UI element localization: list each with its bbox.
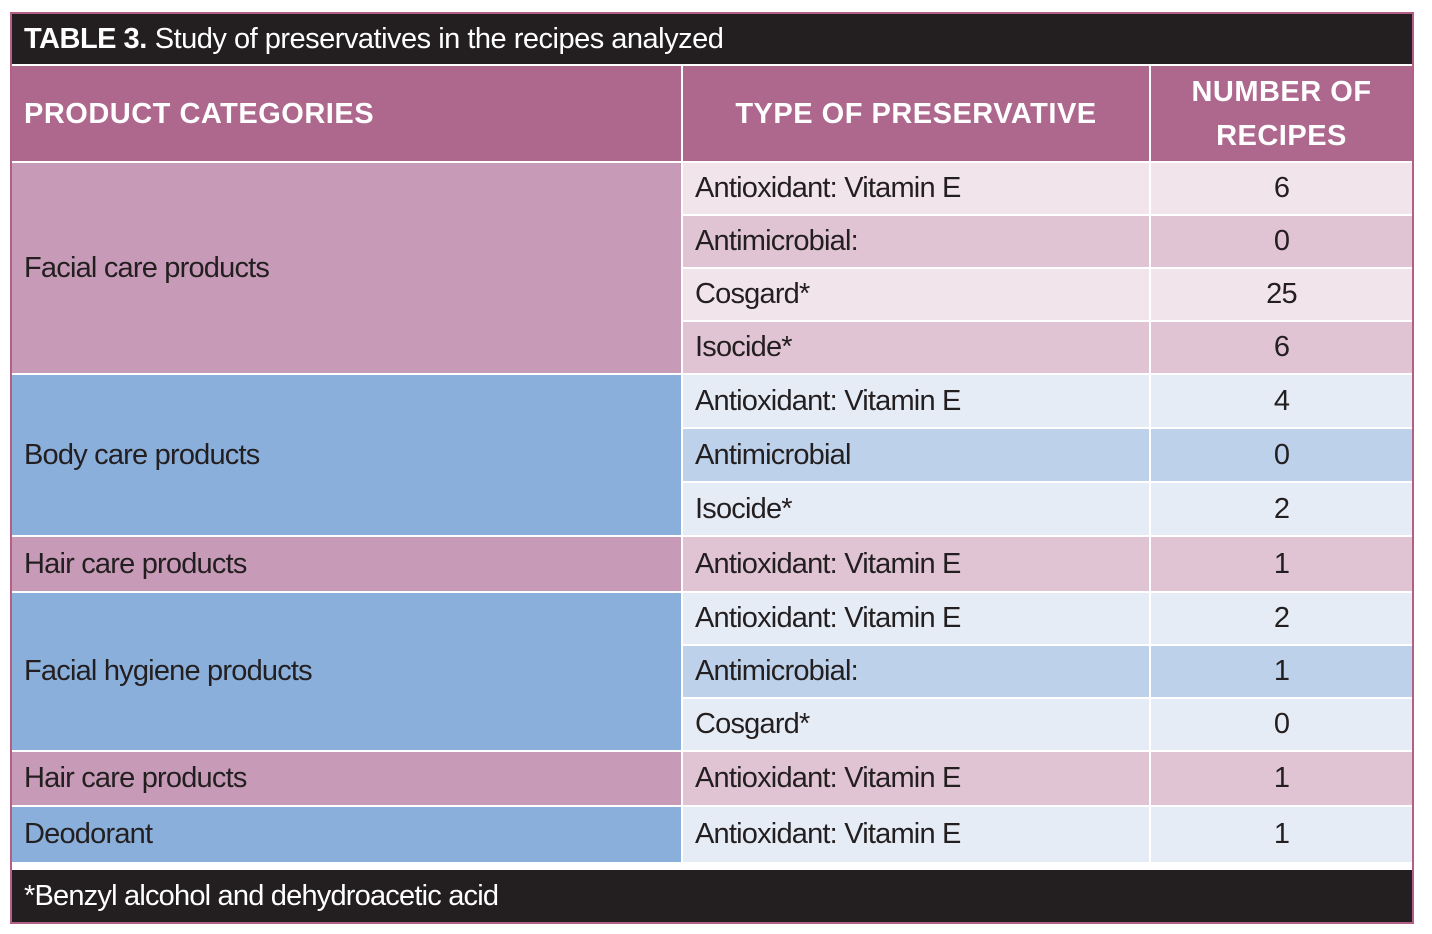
preservative-cell: Isocide* (682, 481, 1151, 536)
table-row: Hair care products Antioxidant: Vitamin … (12, 750, 1412, 806)
preservative-cell: Antioxidant: Vitamin E (682, 750, 1151, 806)
table-row: Facial care products Antioxidant: Vitami… (12, 161, 1412, 374)
recipe-count-cell: 0 (1150, 697, 1412, 751)
preservatives-table: PRODUCT CATEGORIES TYPE OF PRESERVATIVE … (12, 66, 1412, 862)
table-frame: TABLE 3. Study of preservatives in the re… (10, 12, 1414, 924)
preservative-cell: Antioxidant: Vitamin E (682, 805, 1151, 862)
recipe-count-cell: 1 (1150, 644, 1412, 698)
table-title: TABLE 3. Study of preservatives in the re… (12, 14, 1412, 64)
header-type-of-preservative: TYPE OF PRESERVATIVE (682, 66, 1151, 162)
table-row: Cosgard* 0 (12, 697, 1412, 751)
preservative-cell: Antioxidant: Vitamin E (682, 591, 1151, 645)
header-number-of-recipes-line2: RECIPES (1216, 119, 1347, 152)
recipe-count-cell: 2 (1150, 481, 1412, 536)
category-cell: Deodorant (12, 805, 683, 862)
table-row: Antimicrobial 0 (12, 427, 1412, 482)
recipe-count-cell: 0 (1150, 427, 1412, 482)
category-cell: Hair care products (12, 750, 683, 806)
table-row: Antimicrobial: 0 (12, 214, 1412, 268)
header-number-of-recipes: NUMBER OF RECIPES (1150, 66, 1412, 162)
recipe-count-cell: 1 (1150, 750, 1412, 806)
recipe-count-cell: 1 (1150, 805, 1412, 862)
preservative-cell: Antioxidant: Vitamin E (682, 161, 1151, 215)
category-cell: Facial care products (12, 161, 683, 374)
header-number-of-recipes-line1: NUMBER OF (1191, 75, 1372, 108)
category-cell: Hair care products (12, 535, 683, 592)
recipe-count-cell: 6 (1150, 161, 1412, 215)
recipe-count-cell: 1 (1150, 535, 1412, 592)
table-row: Antimicrobial: 1 (12, 644, 1412, 698)
preservative-cell: Isocide* (682, 320, 1151, 374)
preservative-cell: Cosgard* (682, 267, 1151, 321)
recipe-count-cell: 4 (1150, 373, 1412, 428)
category-cell: Facial hygiene products (12, 591, 683, 751)
table-row: Facial hygiene products Antioxidant: Vit… (12, 591, 1412, 751)
preservative-cell: Antimicrobial (682, 427, 1151, 482)
recipe-count-cell: 0 (1150, 214, 1412, 268)
recipe-count-cell: 6 (1150, 320, 1412, 374)
table-row: Cosgard* 25 (12, 267, 1412, 321)
preservative-cell: Antioxidant: Vitamin E (682, 373, 1151, 428)
header-row: PRODUCT CATEGORIES TYPE OF PRESERVATIVE … (12, 66, 1412, 162)
recipe-count-cell: 25 (1150, 267, 1412, 321)
table-footnote: *Benzyl alcohol and dehydroacetic acid (12, 870, 1412, 922)
preservative-cell: Antimicrobial: (682, 214, 1151, 268)
table-row: Deodorant Antioxidant: Vitamin E 1 (12, 805, 1412, 862)
category-cell: Body care products (12, 373, 683, 536)
header-product-categories: PRODUCT CATEGORIES (12, 66, 683, 162)
preservative-cell: Antimicrobial: (682, 644, 1151, 698)
table-title-label: TABLE 3. (24, 23, 147, 55)
table-row: Hair care products Antioxidant: Vitamin … (12, 535, 1412, 592)
table-title-text: Study of preservatives in the recipes an… (154, 23, 724, 55)
recipe-count-cell: 2 (1150, 591, 1412, 645)
table-row: Isocide* 2 (12, 481, 1412, 536)
table-row: Isocide* 6 (12, 320, 1412, 374)
preservative-cell: Cosgard* (682, 697, 1151, 751)
preservative-cell: Antioxidant: Vitamin E (682, 535, 1151, 592)
table-row: Body care products Antioxidant: Vitamin … (12, 373, 1412, 536)
